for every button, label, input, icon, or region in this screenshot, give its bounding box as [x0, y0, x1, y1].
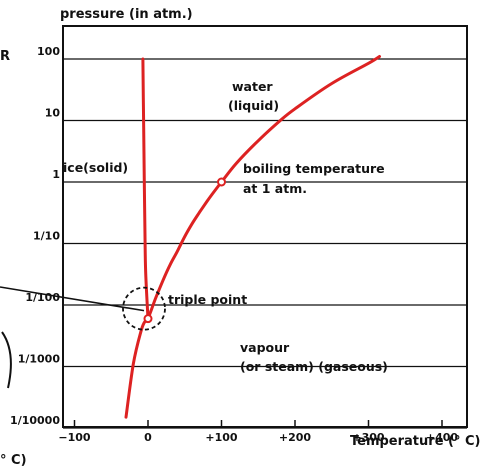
- marker-0: [143, 314, 153, 324]
- plot-frame: [62, 25, 468, 428]
- y-tick-label-1: 10: [45, 107, 61, 120]
- edge-fragment-bottom: ° C): [0, 453, 27, 468]
- region-label-water: water: [232, 79, 273, 94]
- triple-point-pointer: [0, 286, 145, 312]
- x-tick-label-0: −100: [58, 431, 91, 444]
- x-tick-label-5: +400: [426, 431, 459, 444]
- x-tick-label-2: +100: [205, 431, 238, 444]
- y-tick-label-3: 1/10: [33, 230, 60, 243]
- edge-fragment-top: R: [0, 49, 10, 64]
- tick-marks: [73, 420, 443, 427]
- x-tick-label-4: +300: [352, 431, 385, 444]
- y-tick-label-6: 1/10000: [10, 414, 60, 427]
- annotation-boiling-pressure: at 1 atm.: [243, 181, 307, 196]
- annotation-boiling: boiling temperature: [243, 161, 385, 176]
- grid-lines: [63, 58, 467, 429]
- y-tick-label-2: 1: [52, 168, 60, 181]
- region-label-vapour: vapour: [240, 340, 290, 355]
- y-tick-label-5: 1/1000: [18, 353, 61, 366]
- y-tick-label-0: 100: [37, 45, 60, 58]
- x-axis-label: Temperature (° C): [350, 434, 480, 449]
- x-tick-labels: −100 0 +100 +200 +300 +400: [58, 431, 458, 444]
- marker-1: [217, 177, 226, 187]
- point-markers: [143, 177, 226, 324]
- region-label-liquid: (liquid): [228, 98, 279, 113]
- triple-point-ring: [122, 286, 166, 331]
- y-axis-label: pressure (in atm.): [60, 7, 193, 22]
- y-tick-labels: 100 10 1 1/10 1/100 1/1000 1/10000: [10, 45, 60, 427]
- x-tick-label-1: 0: [144, 431, 152, 444]
- melting-curve: [141, 57, 150, 321]
- region-label-gaseous: (or steam) (gaseous): [240, 359, 388, 374]
- x-tick-label-3: +200: [279, 431, 312, 444]
- region-label-ice: ice(solid): [63, 160, 128, 175]
- annotation-triple-point: triple point: [168, 292, 247, 307]
- edge-bracket: [1, 331, 12, 389]
- y-tick-label-4: 1/100: [25, 291, 60, 304]
